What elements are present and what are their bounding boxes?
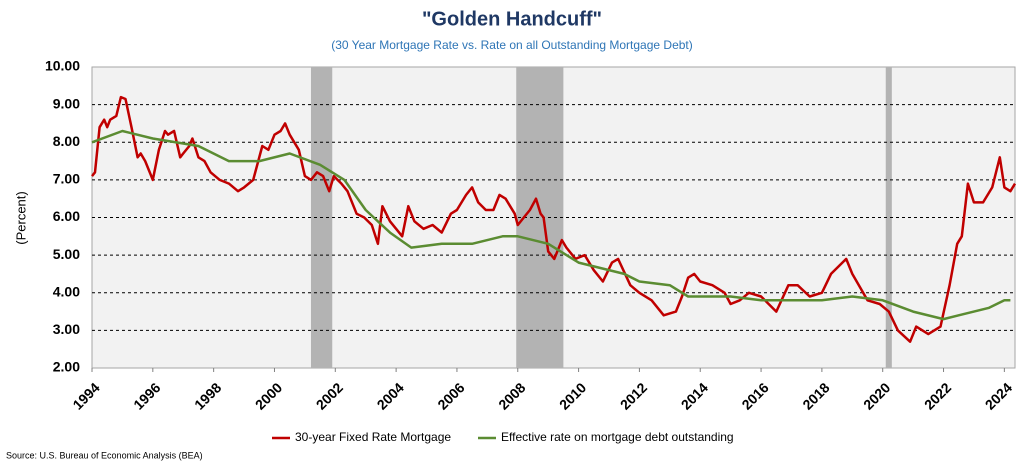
source-note: Source: U.S. Bureau of Economic Analysis… [6,450,203,460]
y-tick-label: 4.00 [53,283,80,299]
y-tick-label: 6.00 [53,208,80,224]
x-tick-label: 2016 [738,379,771,412]
y-tick-label: 2.00 [53,359,80,375]
x-tick-label: 2004 [374,379,407,412]
x-tick-label: 1994 [69,379,102,412]
x-tick-label: 2022 [921,379,954,412]
line-series [91,129,1011,321]
x-tick-label: 1998 [191,379,224,412]
legend-label: 30-year Fixed Rate Mortgage [295,430,451,444]
y-tick-label: 7.00 [53,171,80,187]
recession-band [885,67,892,368]
x-tick-label: 2012 [617,379,650,412]
x-tick-label: 2020 [860,379,893,412]
x-tick-label: 2014 [678,379,711,412]
x-tick-label: 2000 [252,379,285,412]
legend-label: Effective rate on mortgage debt outstand… [501,430,734,444]
x-tick-label: 2006 [434,379,467,412]
y-tick-label: 5.00 [53,246,80,262]
x-tick-label: 2018 [799,379,832,412]
x-tick-label: 1996 [130,379,163,412]
y-tick-label: 8.00 [53,133,80,149]
x-tick-label: 2002 [313,379,346,412]
x-tick-label: 2010 [556,379,589,412]
y-tick-label: 10.00 [45,58,80,74]
line-series [91,95,1017,343]
y-tick-label: 3.00 [53,321,80,337]
y-axis-label: (Percent) [13,191,28,244]
chart-subtitle: (30 Year Mortgage Rate vs. Rate on all O… [331,38,693,52]
x-tick-label: 2008 [495,379,528,412]
y-tick-label: 9.00 [53,95,80,111]
x-tick-label: 2024 [982,379,1015,412]
chart-title: "Golden Handcuff" [422,8,602,30]
